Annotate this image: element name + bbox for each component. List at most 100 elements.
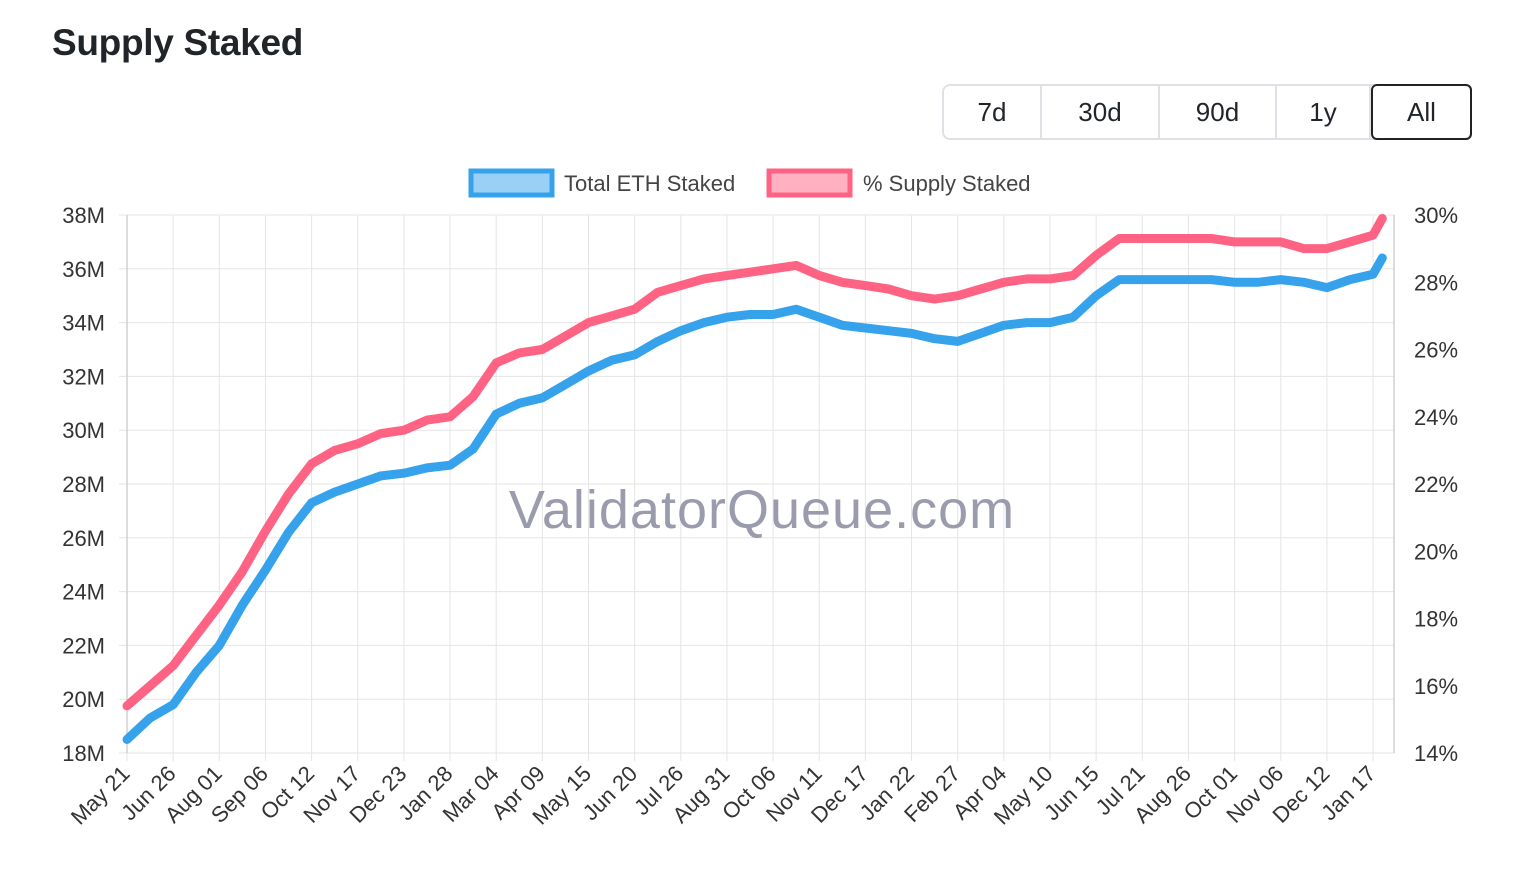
y-left-tick-label: 20M [62, 687, 105, 712]
y-left-tick-label: 36M [62, 257, 105, 282]
data-point-pct [123, 702, 131, 710]
y-right-tick-label: 20% [1414, 539, 1458, 564]
data-point-pct [1208, 235, 1215, 242]
data-point-eth [1115, 276, 1123, 284]
data-point-pct [1231, 238, 1239, 246]
data-point-eth [1046, 319, 1054, 327]
data-point-eth [723, 313, 731, 321]
data-point-pct [792, 261, 800, 269]
data-point-eth [931, 335, 939, 343]
data-point-eth [423, 464, 431, 472]
data-point-pct [838, 278, 846, 286]
y-left-tick-label: 28M [62, 472, 105, 497]
data-point-eth [538, 394, 546, 402]
data-point-pct [423, 416, 431, 424]
data-point-pct [1378, 214, 1386, 222]
page-title: Supply Staked [52, 22, 304, 63]
data-point-pct [331, 446, 339, 454]
data-point-eth [654, 337, 662, 345]
data-point-eth [954, 337, 962, 345]
data-point-pct [1277, 238, 1285, 246]
data-point-pct [931, 295, 939, 303]
data-point-pct [954, 292, 962, 300]
y-left-tick-label: 22M [62, 633, 105, 658]
data-point-eth [331, 488, 339, 496]
data-point-eth [215, 641, 223, 649]
data-point-pct [631, 305, 639, 313]
y-axis-left: 18M 20M 22M 24M 26M 28M 30M 32M 34M 36M 38M [62, 203, 105, 766]
data-point-eth [354, 480, 362, 488]
data-point-pct [377, 430, 385, 438]
range-30d-button[interactable]: 30d [1042, 86, 1160, 138]
watermark: ValidatorQueue.com [509, 480, 1015, 540]
data-point-eth [123, 736, 131, 743]
data-point-pct [1254, 238, 1262, 246]
y-left-tick-label: 18M [62, 741, 105, 766]
data-point-pct [677, 282, 685, 290]
data-point-pct [169, 662, 177, 670]
data-point-pct [1069, 272, 1077, 279]
data-point-pct [515, 349, 523, 357]
data-point-eth [446, 461, 454, 469]
data-point-pct [261, 527, 269, 535]
data-point-pct [700, 275, 708, 283]
chart-series [122, 213, 1387, 744]
data-point-eth [1323, 284, 1331, 292]
range-7d-button[interactable]: 7d [944, 86, 1042, 138]
data-point-pct [861, 282, 869, 290]
data-point-pct [285, 490, 292, 498]
data-point-eth [492, 410, 500, 418]
data-point-pct [977, 285, 985, 293]
data-point-pct [723, 272, 731, 279]
data-point-eth [261, 566, 269, 574]
data-point-pct [585, 319, 592, 327]
data-point-eth [1208, 276, 1215, 284]
legend-label-eth[interactable]: Total ETH Staked [564, 171, 735, 196]
y-left-tick-label: 32M [62, 364, 105, 389]
data-point-eth [1369, 270, 1377, 278]
legend-swatch-eth[interactable] [468, 168, 555, 198]
data-point-eth [1185, 276, 1192, 284]
chart-legend: Total ETH Staked % Supply Staked [468, 168, 1031, 198]
range-1y-button[interactable]: 1y [1277, 86, 1371, 138]
data-point-eth [1161, 276, 1169, 284]
data-point-eth [792, 305, 800, 313]
y-left-tick-label: 26M [62, 526, 105, 551]
data-point-eth [192, 668, 200, 676]
y-right-tick-label: 16% [1414, 674, 1458, 699]
y-right-tick-label: 26% [1414, 338, 1458, 363]
y-right-tick-label: 18% [1414, 607, 1458, 632]
data-point-eth [169, 701, 177, 709]
data-point-eth [1378, 254, 1386, 262]
legend-swatch-pct[interactable] [766, 168, 853, 198]
data-point-eth [746, 311, 754, 318]
data-point-eth [838, 321, 846, 329]
y-left-tick-label: 38M [62, 203, 105, 228]
series-line-eth-staked [122, 253, 1387, 744]
data-point-eth [608, 356, 616, 364]
data-point-eth [1300, 278, 1308, 286]
range-90d-button[interactable]: 90d [1160, 86, 1277, 138]
data-point-pct [1092, 251, 1100, 259]
data-point-eth [885, 327, 892, 335]
y-axis-right: 14% 16% 18% 20% 22% 24% 26% 28% 30% [1414, 203, 1458, 766]
y-left-tick-label: 24M [62, 580, 105, 605]
data-point-pct [354, 440, 362, 448]
range-all-button[interactable]: All [1371, 84, 1472, 140]
data-point-eth [977, 329, 985, 337]
data-point-eth [908, 329, 915, 337]
legend-label-pct[interactable]: % Supply Staked [863, 171, 1031, 196]
data-point-pct [1138, 235, 1146, 242]
data-point-pct [238, 567, 246, 575]
y-right-tick-label: 28% [1414, 270, 1458, 295]
data-point-eth [1231, 278, 1239, 286]
data-point-eth [1277, 276, 1285, 284]
data-point-eth [1138, 276, 1146, 284]
data-point-eth [631, 351, 639, 359]
data-point-pct [538, 346, 546, 353]
data-point-pct [1115, 235, 1123, 242]
data-point-eth [585, 367, 592, 375]
data-point-pct [215, 601, 223, 609]
y-right-tick-label: 22% [1414, 472, 1458, 497]
data-point-eth [1000, 321, 1008, 329]
